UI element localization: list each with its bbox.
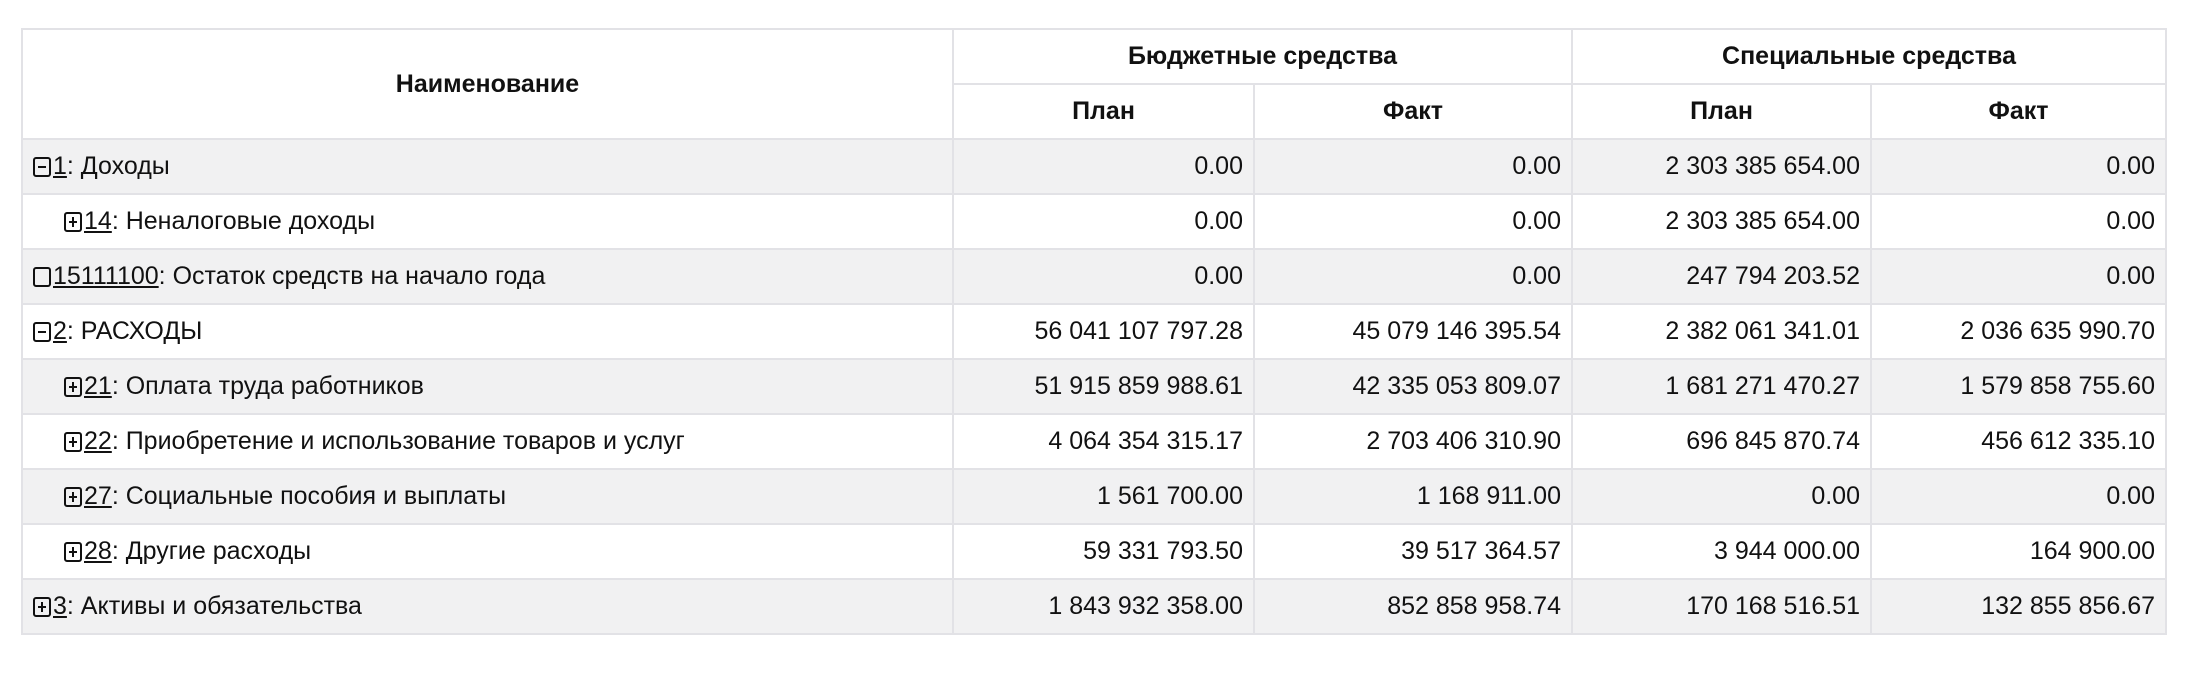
special-plan-cell: 170 168 516.51	[1571, 578, 1872, 635]
header-special-funds: Специальные средства	[1571, 28, 2167, 85]
row-name-cell: 14: Неналоговые доходы	[21, 193, 954, 250]
header-special-plan: План	[1571, 83, 1872, 140]
header-budget-fact: Факт	[1253, 83, 1573, 140]
row-name-cell: 1: Доходы	[21, 138, 954, 195]
budget-fact-cell: 0.00	[1253, 193, 1573, 250]
budget-plan-cell: 0.00	[952, 248, 1255, 305]
header-name: Наименование	[21, 28, 954, 140]
empty-box-icon	[33, 267, 51, 287]
row-name-cell: 27: Социальные пособия и выплаты	[21, 468, 954, 525]
row-code-link[interactable]: 28	[84, 537, 112, 565]
special-fact-cell: 0.00	[1870, 468, 2167, 525]
header-budget-funds: Бюджетные средства	[952, 28, 1573, 85]
expand-icon[interactable]	[64, 432, 82, 452]
budget-fact-cell: 45 079 146 395.54	[1253, 303, 1573, 360]
row-name-cell: 22: Приобретение и использование товаров…	[21, 413, 954, 470]
special-plan-cell: 247 794 203.52	[1571, 248, 1872, 305]
budget-fact-cell: 2 703 406 310.90	[1253, 413, 1573, 470]
expand-icon[interactable]	[64, 212, 82, 232]
budget-plan-cell: 59 331 793.50	[952, 523, 1255, 580]
row-code-link[interactable]: 22	[84, 427, 112, 455]
row-name: : Оплата труда работников	[111, 372, 424, 400]
row-name: : Остаток средств на начало года	[158, 262, 546, 290]
row-name: : Другие расходы	[111, 537, 312, 565]
special-fact-cell: 0.00	[1870, 248, 2167, 305]
table-row: 27: Социальные пособия и выплаты 1 561 70…	[21, 468, 2167, 525]
row-name: : Социальные пособия и выплаты	[111, 482, 507, 510]
budget-plan-cell: 0.00	[952, 138, 1255, 195]
row-code-link[interactable]: 27	[84, 482, 112, 510]
special-plan-cell: 1 681 271 470.27	[1571, 358, 1872, 415]
table-row: 22: Приобретение и использование товаров…	[21, 413, 2167, 470]
row-code-link[interactable]: 3	[53, 592, 67, 620]
table-row: 21: Оплата труда работников 51 915 859 98…	[21, 358, 2167, 415]
row-name: : РАСХОДЫ	[66, 317, 203, 345]
budget-plan-cell: 0.00	[952, 193, 1255, 250]
special-plan-cell: 3 944 000.00	[1571, 523, 1872, 580]
budget-table: Наименование Бюджетные средства Специаль…	[21, 28, 2167, 635]
row-name-cell: 2: РАСХОДЫ	[21, 303, 954, 360]
expand-icon[interactable]	[64, 542, 82, 562]
expand-icon[interactable]	[33, 597, 51, 617]
special-plan-cell: 2 303 385 654.00	[1571, 193, 1872, 250]
special-fact-cell: 1 579 858 755.60	[1870, 358, 2167, 415]
special-fact-cell: 132 855 856.67	[1870, 578, 2167, 635]
special-plan-cell: 2 382 061 341.01	[1571, 303, 1872, 360]
header-special-fact: Факт	[1870, 83, 2167, 140]
row-name: : Доходы	[66, 152, 170, 180]
header-budget-plan: План	[952, 83, 1255, 140]
collapse-icon[interactable]	[33, 322, 51, 342]
budget-plan-cell: 51 915 859 988.61	[952, 358, 1255, 415]
expand-icon[interactable]	[64, 487, 82, 507]
table-row: 1: Доходы 0.00 0.00 2 303 385 654.00 0.00	[21, 138, 2167, 195]
budget-fact-cell: 852 858 958.74	[1253, 578, 1573, 635]
expand-icon[interactable]	[64, 377, 82, 397]
special-plan-cell: 0.00	[1571, 468, 1872, 525]
row-name-cell: 21: Оплата труда работников	[21, 358, 954, 415]
table-row: 28: Другие расходы 59 331 793.50 39 517 36…	[21, 523, 2167, 580]
special-fact-cell: 0.00	[1870, 193, 2167, 250]
special-plan-cell: 696 845 870.74	[1571, 413, 1872, 470]
row-name: : Неналоговые доходы	[111, 207, 376, 235]
row-name-cell: 3: Активы и обязательства	[21, 578, 954, 635]
special-fact-cell: 164 900.00	[1870, 523, 2167, 580]
budget-plan-cell: 1 843 932 358.00	[952, 578, 1255, 635]
collapse-icon[interactable]	[33, 157, 51, 177]
special-fact-cell: 2 036 635 990.70	[1870, 303, 2167, 360]
budget-fact-cell: 42 335 053 809.07	[1253, 358, 1573, 415]
row-code-link[interactable]: 1	[53, 152, 67, 180]
budget-plan-cell: 56 041 107 797.28	[952, 303, 1255, 360]
row-code-link[interactable]: 14	[84, 207, 112, 235]
special-fact-cell: 456 612 335.10	[1870, 413, 2167, 470]
table-row: 15111100: Остаток средств на начало года…	[21, 248, 2167, 305]
row-code-link[interactable]: 21	[84, 372, 112, 400]
special-plan-cell: 2 303 385 654.00	[1571, 138, 1872, 195]
budget-fact-cell: 39 517 364.57	[1253, 523, 1573, 580]
budget-fact-cell: 0.00	[1253, 248, 1573, 305]
row-code-link[interactable]: 15111100	[53, 262, 159, 290]
row-code-link[interactable]: 2	[53, 317, 67, 345]
budget-fact-cell: 1 168 911.00	[1253, 468, 1573, 525]
row-name: : Приобретение и использование товаров и…	[111, 427, 685, 455]
row-name-cell: 15111100: Остаток средств на начало года	[21, 248, 954, 305]
budget-fact-cell: 0.00	[1253, 138, 1573, 195]
row-name: : Активы и обязательства	[66, 592, 362, 620]
special-fact-cell: 0.00	[1870, 138, 2167, 195]
budget-plan-cell: 1 561 700.00	[952, 468, 1255, 525]
row-name-cell: 28: Другие расходы	[21, 523, 954, 580]
table-row: 14: Неналоговые доходы 0.00 0.00 2 303 385 …	[21, 193, 2167, 250]
budget-plan-cell: 4 064 354 315.17	[952, 413, 1255, 470]
table-row: 2: РАСХОДЫ 56 041 107 797.28 45 079 146 39…	[21, 303, 2167, 360]
table-row: 3: Активы и обязательства 1 843 932 358.0…	[21, 578, 2167, 635]
